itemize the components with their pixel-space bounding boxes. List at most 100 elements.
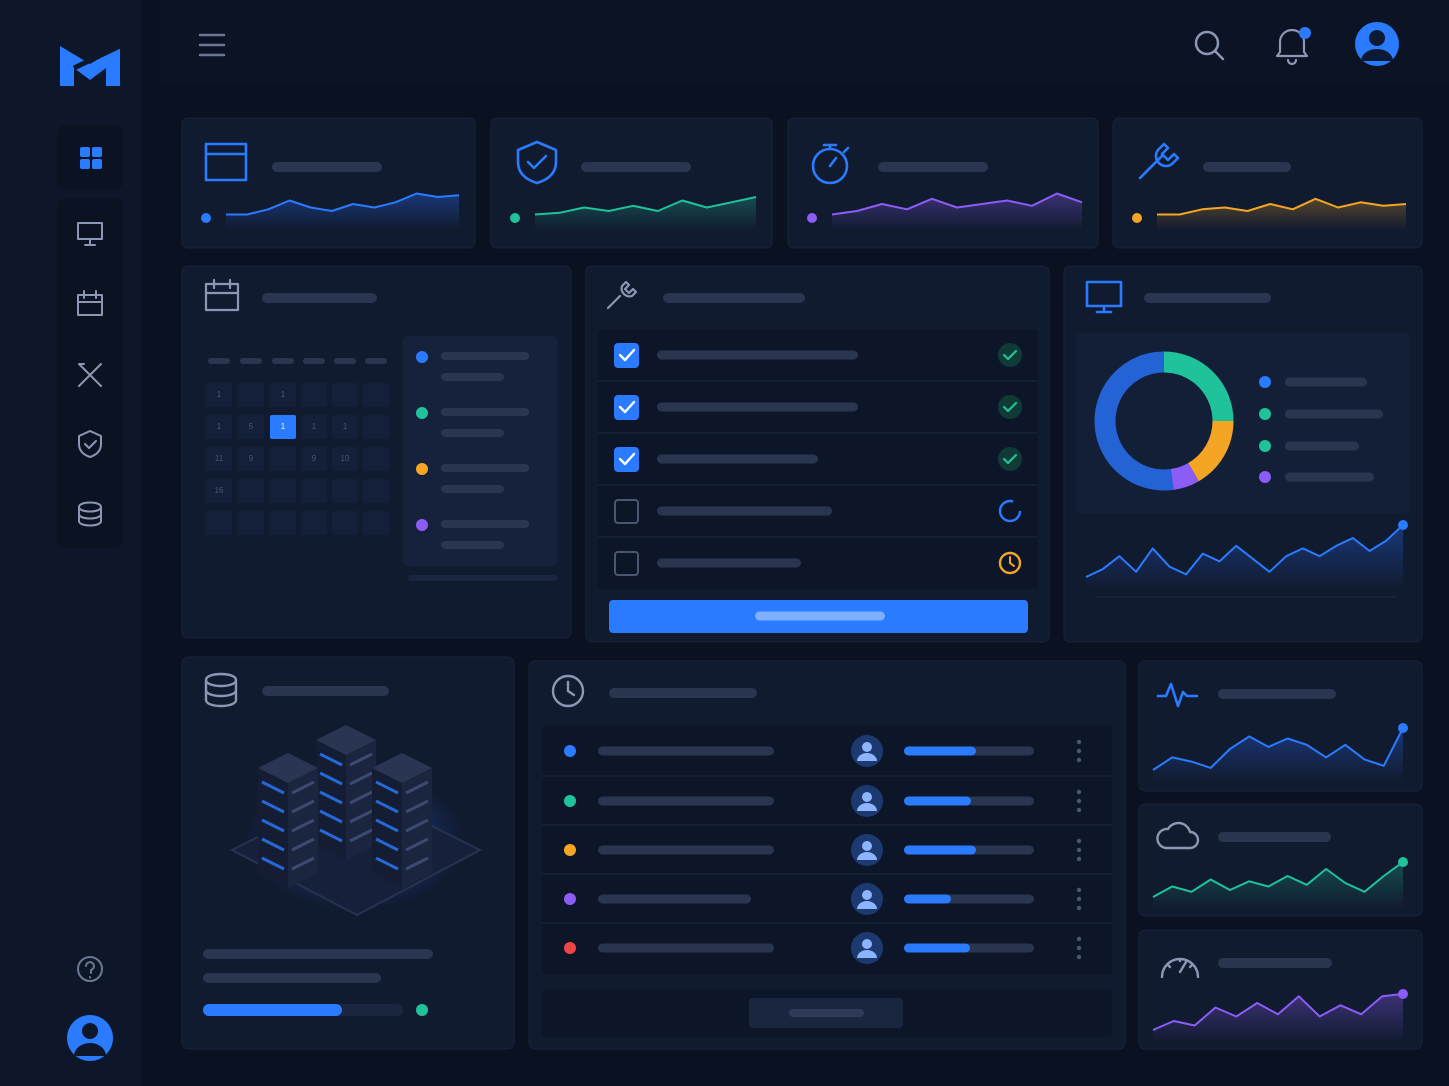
calendar-cell[interactable] xyxy=(332,415,358,439)
calendar-cell[interactable] xyxy=(301,479,327,503)
rack-slot xyxy=(375,818,399,833)
calendar-cell[interactable] xyxy=(270,447,296,471)
calendar-cell[interactable] xyxy=(238,511,264,535)
menu-dot xyxy=(1076,798,1082,804)
event-dot xyxy=(416,351,428,363)
gauge-icon xyxy=(1160,957,1200,979)
button-label xyxy=(755,611,885,621)
menu-dot xyxy=(1076,936,1082,942)
legend-dot xyxy=(1259,376,1271,388)
rack-left xyxy=(316,740,346,860)
placeholder-text xyxy=(1285,377,1367,387)
rack-slot xyxy=(319,771,343,786)
rack-right xyxy=(402,768,432,888)
calendar-cell[interactable] xyxy=(332,383,358,407)
calendar-cell[interactable] xyxy=(301,511,327,535)
placeholder-text xyxy=(441,485,504,493)
placeholder-text xyxy=(581,162,691,172)
placeholder-text xyxy=(262,293,377,303)
task-checkbox[interactable] xyxy=(614,447,639,472)
menu-dot xyxy=(1076,739,1082,745)
rack-slot xyxy=(349,809,373,824)
calendar-cell[interactable] xyxy=(206,447,232,471)
donut-segment xyxy=(1187,420,1234,482)
nav-tools-icon[interactable] xyxy=(78,363,102,387)
calendar-cell[interactable] xyxy=(270,383,296,407)
calendar-cell[interactable] xyxy=(363,415,389,439)
nav-database-icon[interactable] xyxy=(78,501,102,527)
rack-slot xyxy=(349,752,373,767)
scrollbar xyxy=(408,575,558,581)
event-dot xyxy=(416,407,428,419)
calendar-cell[interactable] xyxy=(238,447,264,471)
sparkline xyxy=(1152,727,1404,771)
calendar-cell[interactable] xyxy=(238,415,264,439)
calendar-day: 1 xyxy=(217,390,222,399)
calendar-cell[interactable] xyxy=(301,447,327,471)
calendar-cell[interactable] xyxy=(301,415,327,439)
calendar-day: 5 xyxy=(249,422,254,431)
rack-slot xyxy=(319,809,343,824)
calendar-cell[interactable] xyxy=(332,511,358,535)
nav-monitor-icon[interactable] xyxy=(77,222,103,246)
placeholder-text xyxy=(1218,689,1336,699)
nav-dashboard-icon xyxy=(80,159,90,169)
calendar-cell[interactable] xyxy=(206,479,232,503)
placeholder-text xyxy=(1144,293,1271,303)
placeholder-text xyxy=(1285,472,1374,482)
calendar-cell[interactable] xyxy=(238,383,264,407)
activity-dot xyxy=(564,795,576,807)
calendar-cell[interactable] xyxy=(206,415,232,439)
rack-slot xyxy=(261,818,285,833)
calendar-cell[interactable] xyxy=(363,447,389,471)
rack-slot xyxy=(319,752,343,767)
nav-calendar-icon[interactable] xyxy=(77,290,103,316)
nav-item-active[interactable] xyxy=(57,125,123,190)
avatar-body xyxy=(1361,49,1393,61)
menu-button[interactable] xyxy=(198,33,226,57)
calendar-cell[interactable] xyxy=(270,479,296,503)
calendar-cell[interactable] xyxy=(332,479,358,503)
calendar-day: 1 xyxy=(217,422,222,431)
calendar-cell[interactable] xyxy=(363,511,389,535)
calendar-cell[interactable] xyxy=(206,383,232,407)
rack-slot xyxy=(405,837,429,852)
task-checkbox[interactable] xyxy=(614,343,639,368)
calendar-cell[interactable] xyxy=(238,479,264,503)
calendar-cell-selected[interactable] xyxy=(270,415,296,439)
placeholder-text xyxy=(441,464,529,472)
nav-group xyxy=(57,198,123,548)
rack-slot xyxy=(261,837,285,852)
kpi-dot xyxy=(1132,213,1142,223)
calendar-cell[interactable] xyxy=(270,511,296,535)
calendar-cell[interactable] xyxy=(363,383,389,407)
notification-button[interactable] xyxy=(1275,28,1309,66)
placeholder-text xyxy=(598,796,774,806)
sparkline-end xyxy=(1398,723,1408,733)
avatar-body xyxy=(857,852,877,860)
placeholder-text xyxy=(609,688,757,698)
search-handle xyxy=(1213,49,1225,61)
placeholder-text xyxy=(878,162,988,172)
activity-dot xyxy=(564,893,576,905)
calendar-cell[interactable] xyxy=(332,447,358,471)
calendar-cell[interactable] xyxy=(301,383,327,407)
sparkline-area xyxy=(535,197,756,230)
weekday-label xyxy=(208,358,230,364)
task-checkbox[interactable] xyxy=(614,551,639,576)
avatar-head xyxy=(82,1023,98,1039)
kpi-dot xyxy=(510,213,520,223)
help-button[interactable] xyxy=(77,956,103,982)
sparkline xyxy=(534,196,757,216)
search-button[interactable] xyxy=(1194,30,1220,56)
menu-dot xyxy=(1076,905,1082,911)
nav-shield-icon[interactable] xyxy=(78,430,102,458)
calendar-cell[interactable] xyxy=(206,511,232,535)
progress-fill xyxy=(904,943,970,953)
rack-slot xyxy=(291,856,315,871)
task-checkbox[interactable] xyxy=(614,499,639,524)
task-checkbox[interactable] xyxy=(614,395,639,420)
status-done xyxy=(998,447,1022,471)
calendar-cell[interactable] xyxy=(363,479,389,503)
